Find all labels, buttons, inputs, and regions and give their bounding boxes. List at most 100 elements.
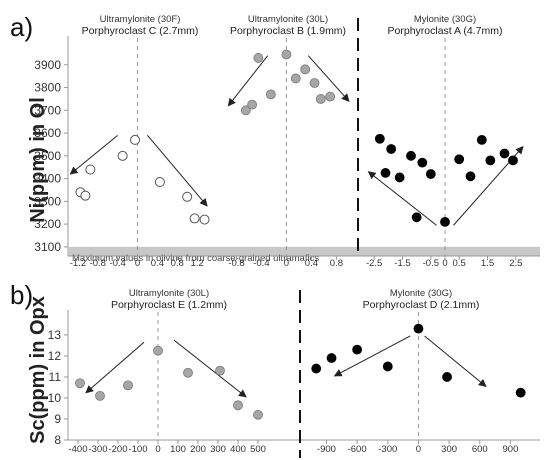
y-tick-label: 3600 <box>34 126 61 140</box>
x-tick-label: 0 <box>135 258 140 269</box>
data-point <box>499 148 510 159</box>
y-tick-label: 3300 <box>34 194 61 208</box>
data-point <box>253 409 263 420</box>
subplot-title-line1: Mylonite (30G) <box>390 288 452 299</box>
x-tick-label: -600 <box>348 444 367 455</box>
x-tick-label: -2.5 <box>366 258 382 269</box>
data-point <box>442 372 452 382</box>
trend-arrow <box>367 171 437 226</box>
panel-a-y-axis-label: Ni(ppm) in Ol <box>27 97 49 223</box>
x-tick-label: -1.5 <box>394 258 410 269</box>
y-tick-label: 3500 <box>34 149 61 163</box>
y-tick-label: 3100 <box>34 240 61 254</box>
subplot-title-line1: Ultramylonite (30L) <box>129 288 209 299</box>
x-tick-label: 0.8 <box>171 258 184 269</box>
x-tick-label: -200 <box>108 444 127 455</box>
data-point <box>290 73 301 84</box>
x-tick-label: -300 <box>88 444 107 455</box>
data-point <box>515 387 526 398</box>
x-tick-label: -1.2 <box>70 258 86 269</box>
shaded-band-label: Maximum values in olivine from coarse-gr… <box>72 253 319 264</box>
x-tick-label: 0 <box>284 258 289 269</box>
trend-arrow <box>424 335 487 388</box>
data-point <box>394 172 405 183</box>
y-tick-label: 3900 <box>34 58 61 72</box>
panel-b-plot: Ultramylonite (30L)Porphyroclast E (1.2m… <box>68 288 540 458</box>
data-point <box>123 380 133 391</box>
data-point <box>253 53 264 63</box>
data-point <box>382 361 393 372</box>
data-point <box>380 168 391 178</box>
x-tick-label: -0.8 <box>228 258 244 269</box>
data-point <box>240 105 251 116</box>
x-tick-label: 2.5 <box>509 258 522 269</box>
subplot-title-line1: Mylonite (30G) <box>414 14 476 25</box>
x-tick-label: -0.5 <box>423 258 439 269</box>
data-point <box>425 169 436 179</box>
x-tick-label: 0 <box>442 258 447 269</box>
panel-a-y-axis: 3100 3200 3300 3400 3500 3600 3700 3800 3900 <box>34 36 69 256</box>
data-point <box>386 144 397 154</box>
y-tick-label: 3700 <box>34 103 61 117</box>
data-point <box>189 213 200 224</box>
x-tick-label: 0.4 <box>305 258 318 269</box>
subplot-title-line1: Ultramylonite (30F) <box>100 14 181 25</box>
x-tick-label: -0.4 <box>109 258 125 269</box>
panel-b-y-axis: 8 9 10 11 12 13 <box>48 310 69 447</box>
data-point <box>215 365 225 376</box>
x-tick-label: 100 <box>170 444 186 455</box>
data-point <box>265 89 276 100</box>
data-point <box>130 134 141 145</box>
x-tick-label: 400 <box>230 444 246 455</box>
x-tick-label: 500 <box>250 444 266 455</box>
shaded-band <box>68 246 540 256</box>
data-point <box>85 164 96 175</box>
x-tick-label: 0.5 <box>453 258 466 269</box>
x-tick-label: -0.4 <box>253 258 269 269</box>
data-point <box>183 367 193 378</box>
data-point <box>75 378 85 389</box>
trend-arrow <box>307 55 350 102</box>
data-point <box>80 190 91 201</box>
y-tick-label: 11 <box>49 370 62 384</box>
x-tick-label: 1.2 <box>190 258 203 269</box>
x-tick-label: 600 <box>472 444 488 455</box>
subplot-title-line2: Porphyroclast C (2.7mm) <box>82 25 199 37</box>
x-tick-label: 0.8 <box>330 258 343 269</box>
data-point <box>154 177 165 188</box>
trend-arrow <box>333 335 411 377</box>
y-tick-label: 8 <box>54 433 61 447</box>
data-point <box>153 345 163 356</box>
data-point <box>374 133 385 144</box>
x-tick-label: 200 <box>190 444 206 455</box>
y-tick-label: 12 <box>48 349 62 363</box>
trend-arrow <box>173 339 247 398</box>
subplot-title-line1: Ultramylonite (30L) <box>248 14 328 25</box>
data-point <box>247 99 257 110</box>
data-point <box>476 134 487 145</box>
data-point <box>311 363 322 374</box>
data-point <box>411 212 422 223</box>
y-tick-label: 3200 <box>34 217 61 231</box>
data-point <box>465 171 476 182</box>
x-tick-label: 300 <box>441 444 457 455</box>
x-tick-label: -100 <box>128 444 147 455</box>
x-tick-label: 300 <box>210 444 226 455</box>
trend-arrow <box>147 135 208 207</box>
x-tick-label: 0.4 <box>151 258 164 269</box>
subplot-a-1: Ultramylonite (30F)Porphyroclast C (2.7m… <box>69 14 210 269</box>
x-tick-label: 0 <box>155 444 160 455</box>
x-tick-label: -300 <box>378 444 397 455</box>
data-point <box>326 353 337 363</box>
subplot-a-2: Ultramylonite (30L)Porphyroclast B (1.9m… <box>227 14 350 269</box>
panel-a-plot: Maximum values in olivine from coarse-gr… <box>68 14 540 269</box>
y-tick-label: 13 <box>48 328 62 342</box>
subplot-title-line2: Porphyroclast D (2.1mm) <box>363 299 480 311</box>
data-point <box>417 157 428 168</box>
data-point <box>315 94 326 104</box>
y-tick-label: 3400 <box>34 172 61 186</box>
panel-b-label: b) <box>10 280 33 310</box>
y-tick-label: 3800 <box>34 81 61 95</box>
trend-arrow <box>227 55 269 107</box>
